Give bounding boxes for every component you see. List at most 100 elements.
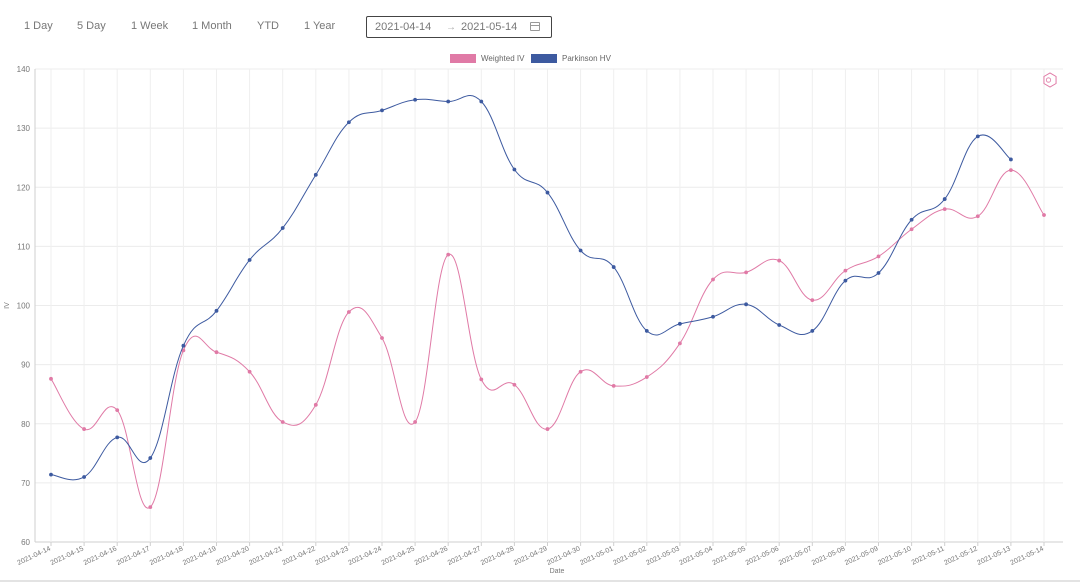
y-tick-label: 100 [17,302,31,311]
weighted-iv-point [347,310,351,314]
x-tick-label: 2021-04-14 [16,545,52,567]
parkinson-hv-point [446,99,451,104]
weighted-iv-point [214,350,219,355]
x-tick-label: 2021-05-12 [943,545,979,567]
legend-label-weighted-iv: Weighted IV [481,54,525,63]
weighted-iv-point [380,336,384,340]
y-tick-label: 80 [21,420,30,429]
x-tick-label: 2021-05-06 [745,545,781,567]
parkinson-hv-point [313,172,318,177]
y-tick-label: 130 [17,124,31,133]
weighted-iv-point [446,252,451,257]
weighted-iv-point [1042,213,1046,217]
parkinson-hv-point [49,472,53,477]
y-tick-label: 110 [17,242,30,251]
parkinson-hv-point [942,197,947,201]
parkinson-hv-point [148,456,153,460]
x-tick-label: 2021-05-04 [678,545,714,567]
weighted-iv-point [479,377,484,382]
parkinson-hv-point [711,314,715,319]
legend-swatch-parkinson-hv [531,54,557,63]
weighted-iv-point [777,258,782,263]
weighted-iv-point [611,384,616,388]
weighted-iv-point [678,341,682,346]
parkinson-hv-point [644,329,649,333]
parkinson-hv-point [876,271,881,275]
weighted-iv-point [280,420,285,424]
x-tick-label: 2021-05-03 [645,545,681,567]
parkinson-hv-point [479,99,484,104]
x-tick-label: 2021-04-23 [314,545,350,567]
weighted-iv-point [148,505,153,510]
x-tick-label: 2021-04-30 [546,545,582,567]
weighted-iv-point [181,348,186,353]
parkinson-hv-point [545,190,550,195]
x-tick-label: 2021-04-21 [248,545,284,567]
y-tick-label: 60 [21,538,30,547]
weighted-iv-point [711,277,715,282]
x-axis-title: Date [550,568,565,575]
x-tick-label: 2021-04-26 [414,545,450,567]
parkinson-hv-point [975,134,980,139]
weighted-iv-line [50,169,1045,509]
range-1-year-button[interactable]: 1 Year [304,20,336,32]
parkinson-hv-point [810,329,815,333]
date-from-input[interactable]: 2021-04-14 [375,21,432,33]
parkinson-hv-point [611,265,616,269]
weighted-iv-point [909,227,914,232]
parkinson-hv-point [843,278,848,283]
weighted-iv-point [876,254,881,259]
x-tick-label: 2021-04-29 [513,545,549,567]
parkinson-hv-point [280,226,285,230]
x-tick-label: 2021-05-11 [911,545,946,566]
hexagon-badge-icon [1043,72,1057,88]
x-tick-label: 2021-04-27 [447,545,483,567]
legend-swatch-weighted-iv [450,54,476,63]
y-tick-label: 120 [17,183,31,192]
x-tick-label: 2021-05-01 [579,545,615,567]
date-range-picker[interactable]: 2021-04-14 → 2021-05-14 [366,16,552,38]
parkinson-hv-point [512,167,517,172]
weighted-iv-point [413,420,417,424]
x-tick-label: 2021-05-08 [811,545,847,567]
range-1-month-button[interactable]: 1 Month [192,20,232,32]
x-tick-label: 2021-04-16 [83,545,119,567]
weighted-iv-point [82,427,86,431]
x-tick-label: 2021-04-19 [182,545,218,567]
weighted-iv-point [545,427,550,431]
x-tick-label: 2021-04-15 [50,545,86,567]
x-tick-label: 2021-05-09 [844,545,880,567]
weighted-iv-point [115,408,120,413]
date-range-arrow-icon: → [446,22,456,33]
legend-label-parkinson-hv: Parkinson HV [562,54,612,63]
range-1-week-button[interactable]: 1 Week [131,20,169,32]
weighted-iv-point [744,270,748,275]
weighted-iv-point [975,214,980,219]
range-5-day-button[interactable]: 5 Day [77,20,106,32]
bottom-divider [0,580,1080,582]
x-tick-label: 2021-04-18 [149,545,185,567]
x-tick-label: 2021-05-05 [712,545,748,567]
x-tick-label: 2021-04-22 [281,545,317,567]
date-to-input[interactable]: 2021-05-14 [461,21,518,33]
range-ytd-button[interactable]: YTD [257,20,279,32]
parkinson-hv-point [247,258,252,262]
x-tick-label: 2021-04-17 [116,545,152,567]
parkinson-hv-point [578,248,583,253]
x-tick-label: 2021-04-24 [347,545,383,567]
parkinson-hv-point [347,120,351,125]
parkinson-hv-point [909,217,914,222]
parkinson-hv-point [214,308,219,313]
weighted-iv-point [313,402,318,407]
badge-inner-icon [1045,77,1052,83]
y-tick-label: 140 [17,65,31,74]
x-tick-label: 2021-04-20 [215,545,251,567]
toolbar: 1 Day 5 Day 1 Week 1 Month YTD 1 Year 20… [0,0,1080,56]
y-axis-title: IV [4,302,11,309]
calendar-icon[interactable] [530,22,540,31]
parkinson-hv-point [744,302,748,307]
range-1-day-button[interactable]: 1 Day [24,20,53,32]
x-tick-label: 2021-05-14 [1009,545,1045,567]
weighted-iv-point [810,298,815,303]
parkinson-hv-point [82,475,86,479]
